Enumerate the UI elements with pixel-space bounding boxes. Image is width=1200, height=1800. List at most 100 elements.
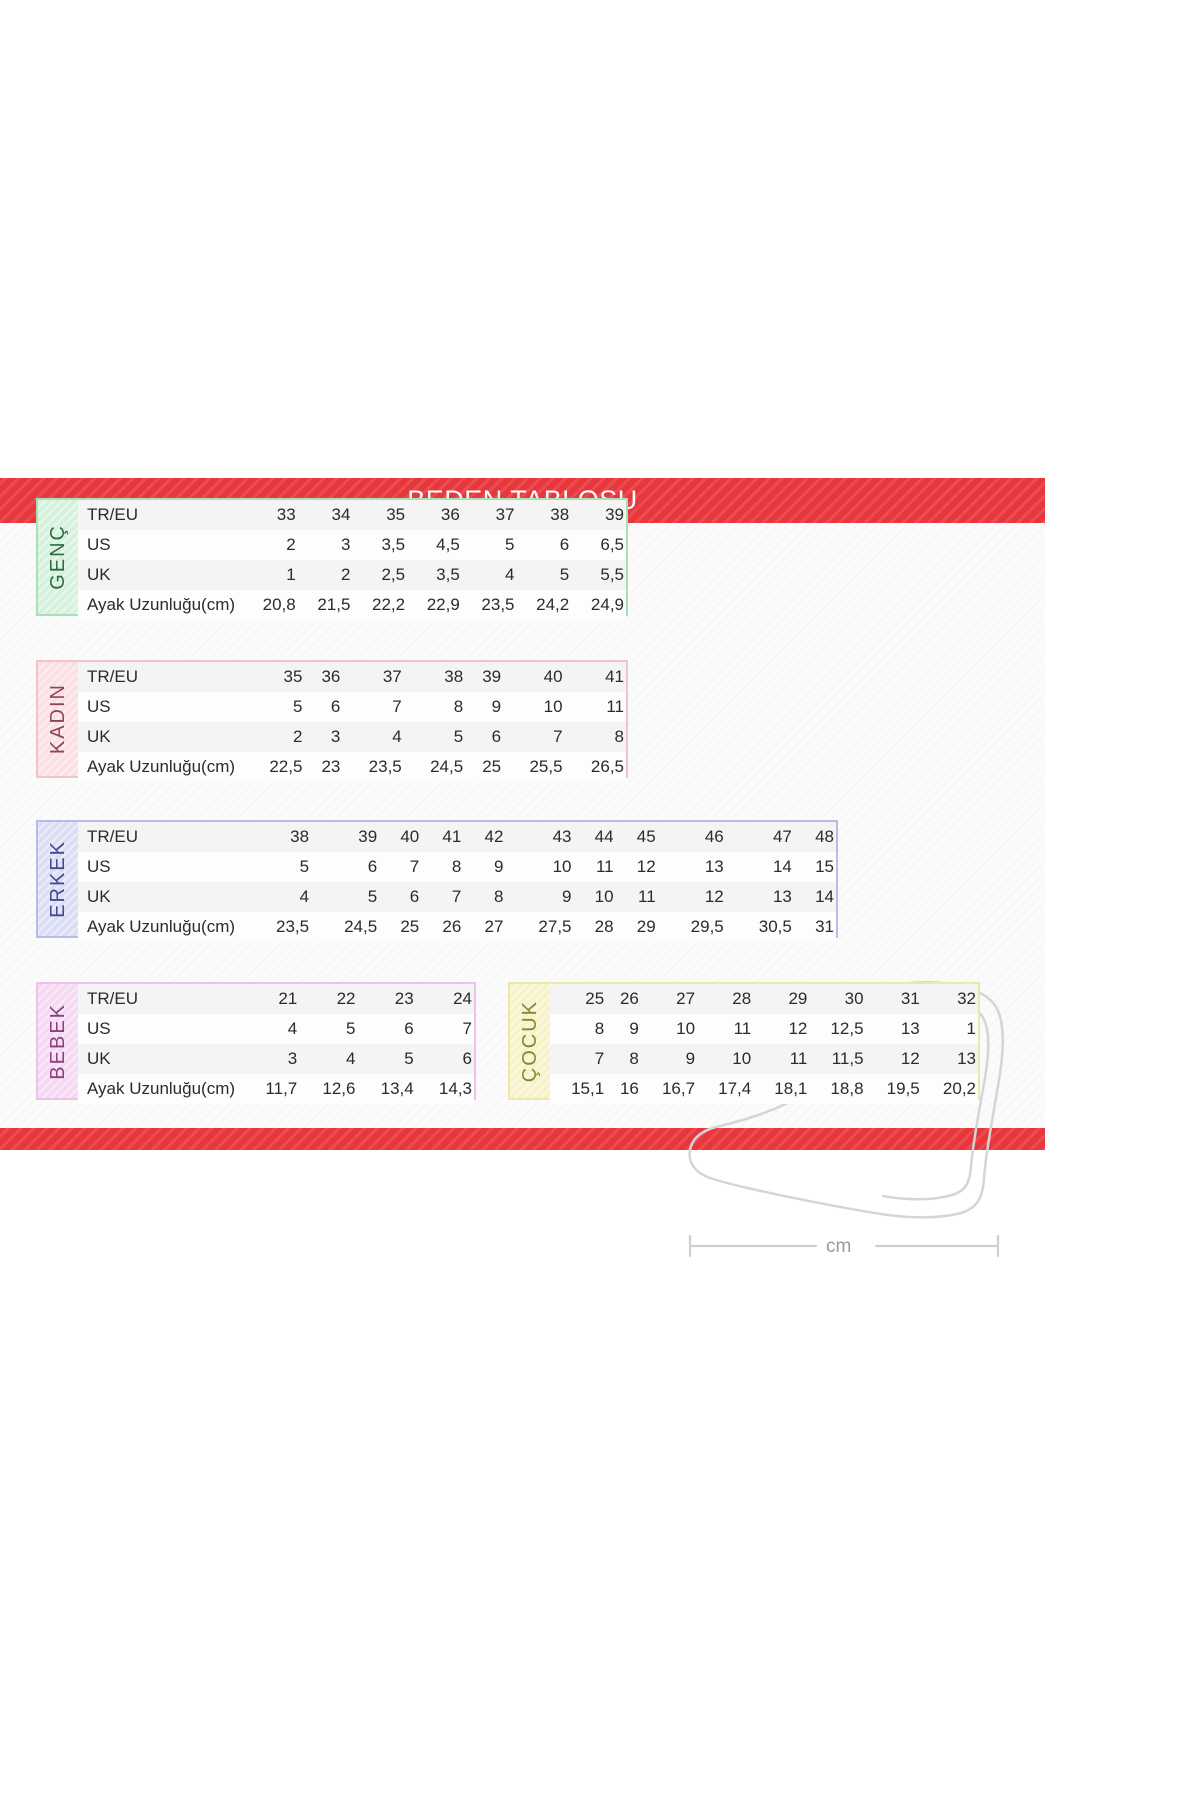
cell: 30 xyxy=(844,989,864,1008)
size-table-cocuk-label: ÇOCUK xyxy=(510,984,550,1098)
chart-footer-banner xyxy=(0,1128,1045,1150)
size-table-cocuk: ÇOCUK 25 26 27 28 29 30 31 32 8 9 xyxy=(508,982,980,1104)
cell: 2 xyxy=(340,565,351,584)
cell: 29 xyxy=(636,917,656,936)
genc-label-text: GENÇ xyxy=(46,524,69,590)
cell: 43 xyxy=(552,827,572,846)
cell: 4 xyxy=(346,1049,356,1068)
cell: 3 xyxy=(330,727,341,746)
cell: 10 xyxy=(732,1049,752,1068)
row-header: TR/EU xyxy=(87,989,138,1008)
cell: 15,1 xyxy=(571,1079,605,1098)
cell: 21 xyxy=(278,989,298,1008)
cocuk-table: 25 26 27 28 29 30 31 32 8 9 10 11 12 12,… xyxy=(550,984,978,1104)
cell: 41 xyxy=(442,827,462,846)
table-row: Ayak Uzunluğu(cm) 22,5 23 23,5 24,5 25 2… xyxy=(78,752,626,782)
cell: 40 xyxy=(543,667,563,686)
cell: 26 xyxy=(619,989,639,1008)
cell: 22,2 xyxy=(372,595,406,614)
cell: 11,7 xyxy=(265,1079,298,1098)
cell: 11,5 xyxy=(831,1049,864,1068)
cell: 10 xyxy=(543,697,563,716)
cell: 11 xyxy=(733,1019,752,1038)
size-table-kadin-label: KADIN xyxy=(38,662,78,776)
cell: 5 xyxy=(505,535,515,554)
cell: 6 xyxy=(559,535,570,554)
size-table-bebek-label: BEBEK xyxy=(38,984,78,1098)
cell: 9 xyxy=(491,697,502,716)
cell: 26,5 xyxy=(590,757,624,776)
cell: 34 xyxy=(331,505,351,524)
cell: 1 xyxy=(966,1019,976,1038)
cell: 15 xyxy=(815,857,834,876)
cell: 6 xyxy=(462,1049,472,1068)
bebek-table: TR/EU 21 22 23 24 US 4 5 6 7 UK 3 4 xyxy=(78,984,474,1104)
cell: 5 xyxy=(453,727,464,746)
kadin-label-text: KADIN xyxy=(46,683,69,755)
table-row: UK 3 4 5 6 xyxy=(78,1044,474,1074)
size-table-genc-label: GENÇ xyxy=(38,500,78,614)
cell: 19,5 xyxy=(886,1079,920,1098)
cell: 5 xyxy=(367,887,378,906)
cell: 6,5 xyxy=(600,535,624,554)
cell: 6 xyxy=(330,697,341,716)
cell: 11 xyxy=(595,857,614,876)
cell: 22,9 xyxy=(426,595,460,614)
cell: 7 xyxy=(451,887,462,906)
row-header: US xyxy=(87,535,111,554)
cell: 13 xyxy=(900,1019,920,1038)
cell: 25 xyxy=(400,917,420,936)
cell: 23,5 xyxy=(481,595,515,614)
cm-measure-label: cm xyxy=(826,1236,852,1257)
row-header: TR/EU xyxy=(87,505,138,524)
table-row: Ayak Uzunluğu(cm) 20,8 21,5 22,2 22,9 23… xyxy=(78,590,626,620)
cell: 23,5 xyxy=(276,917,310,936)
cell: 16 xyxy=(619,1079,639,1098)
size-table-bebek: BEBEK TR/EU 21 22 23 24 US 4 5 6 xyxy=(36,982,476,1104)
cell: 21,5 xyxy=(317,595,351,614)
cell: 32 xyxy=(957,989,976,1008)
cell: 40 xyxy=(400,827,420,846)
cell: 25 xyxy=(482,757,502,776)
cell: 24,9 xyxy=(590,595,624,614)
cell: 5 xyxy=(292,697,303,716)
cell: 38 xyxy=(290,827,310,846)
cell: 36 xyxy=(321,667,341,686)
cell: 41 xyxy=(605,667,624,686)
row-header: UK xyxy=(87,887,111,906)
cell: 28 xyxy=(594,917,614,936)
erkek-table: TR/EU 38 39 40 41 42 43 44 45 46 47 48 U… xyxy=(78,822,836,942)
cell: 9 xyxy=(685,1049,696,1068)
genc-table: TR/EU 33 34 35 36 37 38 39 US 2 3 3,5 4,… xyxy=(78,500,626,620)
cell: 17,4 xyxy=(718,1079,752,1098)
cell: 37 xyxy=(495,505,515,524)
cell: 45 xyxy=(636,827,656,846)
cell: 39 xyxy=(605,505,624,524)
cell: 6 xyxy=(491,727,502,746)
erkek-label-text: ERKEK xyxy=(46,840,69,918)
cell: 11 xyxy=(606,697,624,716)
row-header: Ayak Uzunluğu(cm) xyxy=(87,757,236,776)
cell: 18,8 xyxy=(830,1079,864,1098)
cell: 5 xyxy=(346,1019,356,1038)
cell: 8 xyxy=(451,857,462,876)
table-row: Ayak Uzunluğu(cm) 11,7 12,6 13,4 14,3 xyxy=(78,1074,474,1104)
cell: 44 xyxy=(594,827,614,846)
cell: 23,5 xyxy=(368,757,402,776)
cell: 3 xyxy=(340,535,351,554)
table-row: 15,1 16 16,7 17,4 18,1 18,8 19,5 20,2 xyxy=(550,1074,978,1104)
table-row: TR/EU 33 34 35 36 37 38 39 xyxy=(78,500,626,530)
cell: 7 xyxy=(409,857,420,876)
cell: 3 xyxy=(287,1049,298,1068)
cell: 48 xyxy=(815,827,834,846)
cocuk-label-text: ÇOCUK xyxy=(518,999,541,1083)
cell: 8 xyxy=(493,887,504,906)
cell: 39 xyxy=(482,667,502,686)
cell: 42 xyxy=(484,827,504,846)
cell: 1 xyxy=(286,565,296,584)
cell: 7 xyxy=(594,1049,605,1068)
row-header: US xyxy=(87,1019,111,1038)
cell: 12 xyxy=(636,857,656,876)
cell: 10 xyxy=(676,1019,696,1038)
cell: 13,4 xyxy=(380,1079,414,1098)
